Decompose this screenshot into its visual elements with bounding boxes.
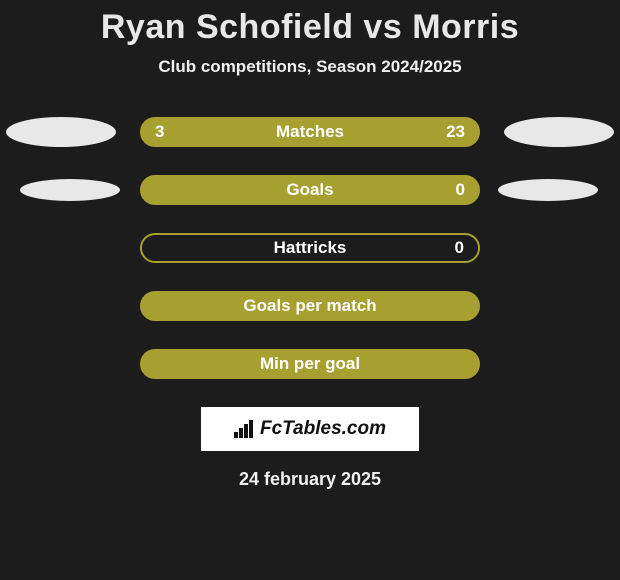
stat-label: Goals per match bbox=[141, 296, 479, 316]
stat-bar: Min per goal bbox=[140, 349, 480, 379]
logo: FcTables.com bbox=[234, 418, 386, 440]
page-title: Ryan Schofield vs Morris bbox=[0, 8, 620, 47]
comparison-rows: 3Matches23Goals0Hattricks0Goals per matc… bbox=[0, 117, 620, 379]
logo-box: FcTables.com bbox=[201, 407, 419, 451]
right-value: 0 bbox=[456, 180, 465, 200]
page-subtitle: Club competitions, Season 2024/2025 bbox=[0, 57, 620, 77]
stat-label: Hattricks bbox=[142, 238, 478, 258]
comparison-row-goals_per_match: Goals per match bbox=[0, 291, 620, 321]
comparison-row-goals: Goals0 bbox=[0, 175, 620, 205]
ellipse-right bbox=[504, 117, 614, 147]
comparison-row-hattricks: Hattricks0 bbox=[0, 233, 620, 263]
stat-label: Matches bbox=[141, 122, 479, 142]
stat-bar: 3Matches23 bbox=[140, 117, 480, 147]
stat-bar: Goals0 bbox=[140, 175, 480, 205]
footer-date: 24 february 2025 bbox=[0, 469, 620, 490]
right-value: 23 bbox=[446, 122, 465, 142]
stat-label: Min per goal bbox=[141, 354, 479, 374]
left-value: 3 bbox=[155, 122, 164, 142]
stat-bar: Hattricks0 bbox=[140, 233, 480, 263]
stat-bar: Goals per match bbox=[140, 291, 480, 321]
ellipse-left bbox=[20, 179, 120, 201]
bars-icon bbox=[234, 420, 256, 438]
ellipse-left bbox=[6, 117, 116, 147]
comparison-row-matches: 3Matches23 bbox=[0, 117, 620, 147]
right-value: 0 bbox=[455, 238, 464, 258]
ellipse-right bbox=[498, 179, 598, 201]
logo-label: FcTables.com bbox=[260, 418, 386, 440]
comparison-row-min_per_goal: Min per goal bbox=[0, 349, 620, 379]
stat-label: Goals bbox=[141, 180, 479, 200]
